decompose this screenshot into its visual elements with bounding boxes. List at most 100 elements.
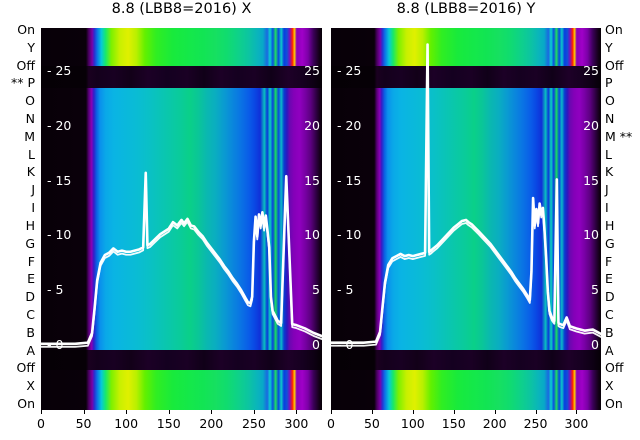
category-label-left-g-12: G <box>25 235 35 251</box>
spectrogram-panel-x[interactable]: - 0 0 - 5 5 - 10 10 - 15 15 - 20 20 - 25 25 <box>41 28 322 410</box>
x-tick-label-250: 250 <box>241 416 266 431</box>
category-label-left-c-16: C <box>26 306 35 322</box>
heat-strip-main-y <box>331 88 601 350</box>
heat-gap-lower-x <box>41 350 322 370</box>
x-tick-mark-0 <box>41 410 42 414</box>
x-tick-mark-300 <box>296 410 298 414</box>
y-tick-right-15: 15 <box>304 172 320 188</box>
y-tick-left-25: - 25 <box>337 63 362 78</box>
category-label-right-off-2: Off <box>605 57 624 73</box>
y-tick-left-20: - 20 <box>47 117 72 133</box>
heat-strip-bottom-x <box>41 370 322 410</box>
category-label-right-off-19: Off <box>605 360 624 376</box>
category-label-left-b-17: B <box>26 324 35 340</box>
y-tick-left-10: - 10 <box>337 227 362 243</box>
category-label-right-b-17: B <box>605 324 614 340</box>
x-tick-label-150: 150 <box>441 416 466 431</box>
category-label-left-off-2: Off <box>16 57 35 73</box>
category-label-right-d-15: D <box>605 289 615 305</box>
category-label-right-j-9: J <box>605 182 609 198</box>
category-label-right-h-11: H <box>605 217 615 233</box>
category-label-left-i-10: I <box>31 200 35 216</box>
heat-gap-upper-y <box>331 66 601 88</box>
y-tick-right-15: 15 <box>583 172 599 188</box>
y-tick-left-10: - 10 <box>47 227 72 243</box>
y-tick-left-5: - 5 <box>337 282 354 298</box>
category-label-left-f-13: F <box>27 253 35 269</box>
x-tick-mark-250 <box>253 410 255 414</box>
station-category-axis-left: On Y Off ** P O N M L K J I H G F E D C B A Off X On <box>0 0 38 440</box>
category-label-left-d-15: D <box>25 289 35 305</box>
x-tick-label-150: 150 <box>156 416 181 431</box>
x-tick-mark-100 <box>126 410 128 414</box>
x-tick-mark-150 <box>453 410 455 414</box>
x-tick-mark-50 <box>371 410 373 414</box>
category-label-left-e-14: E <box>27 271 35 287</box>
category-label-right-n-5: N <box>605 111 615 127</box>
x-tick-label-50: 50 <box>75 416 92 431</box>
heat-strip-top-y <box>331 28 601 66</box>
category-label-left-p-3: ** P <box>10 75 35 91</box>
category-label-right-l-7: L <box>605 146 612 162</box>
x-tick-mark-100 <box>412 410 414 414</box>
panel-title-left: 8.8 (LBB8=2016) X <box>111 1 252 17</box>
category-label-left-on-21: On <box>17 396 35 411</box>
category-label-right-k-8: K <box>605 164 614 180</box>
category-label-left-h-11: H <box>25 217 35 233</box>
category-label-left-x-20: X <box>26 378 35 394</box>
category-label-left-n-5: N <box>25 111 35 127</box>
x-tick-mark-50 <box>83 410 85 414</box>
y-tick-right-0: 0 <box>312 337 320 352</box>
category-label-right-c-16: C <box>605 306 614 322</box>
y-tick-right-25: 25 <box>583 63 599 78</box>
category-label-left-on-0: On <box>17 22 35 37</box>
category-label-right-on-21: On <box>605 396 623 411</box>
category-label-right-a-18: A <box>605 342 614 358</box>
y-tick-left-5: - 5 <box>47 282 64 298</box>
x-tick-label-300: 300 <box>284 416 309 431</box>
y-tick-right-0: 0 <box>591 337 599 352</box>
y-tick-left-15: - 15 <box>337 172 362 188</box>
category-label-right-f-13: F <box>605 253 613 269</box>
category-label-left-j-9: J <box>31 182 35 198</box>
y-tick-right-10: 10 <box>304 227 320 243</box>
category-label-right-on-0: On <box>605 22 623 37</box>
category-label-left-k-8: K <box>26 164 35 180</box>
x-tick-label-300: 300 <box>564 416 589 431</box>
x-tick-label-100: 100 <box>114 416 139 431</box>
y-tick-right-5: 5 <box>591 282 599 298</box>
y-tick-right-10: 10 <box>583 227 599 243</box>
category-label-left-o-4: O <box>25 93 35 109</box>
category-label-left-l-7: L <box>28 146 35 162</box>
category-label-right-p-3: P <box>605 75 613 91</box>
x-tick-mark-0 <box>331 410 332 414</box>
heat-strip-bottom-y <box>331 370 601 410</box>
y-tick-left-25: - 25 <box>47 63 72 78</box>
category-label-right-g-12: G <box>605 235 615 251</box>
x-tick-label-200: 200 <box>482 416 507 431</box>
y-tick-left-15: - 15 <box>47 172 72 188</box>
x-tick-mark-200 <box>494 410 496 414</box>
heat-gap-upper-x <box>41 66 322 88</box>
heat-strip-top-x <box>41 28 322 66</box>
x-tick-label-100: 100 <box>400 416 425 431</box>
x-tick-label-250: 250 <box>523 416 548 431</box>
spectrogram-panel-y[interactable]: - 0 0 - 5 5 - 10 10 - 15 15 - 20 20 - 25 25 <box>331 28 601 410</box>
category-label-right-e-14: E <box>605 271 613 287</box>
panel-title-right: 8.8 (LBB8=2016) Y <box>396 1 536 17</box>
category-label-right-x-20: X <box>605 378 614 394</box>
y-tick-left-20: - 20 <box>337 117 362 133</box>
x-tick-mark-250 <box>535 410 537 414</box>
x-tick-label-0: 0 <box>37 416 45 431</box>
y-tick-right-20: 20 <box>304 117 320 133</box>
category-label-right-o-4: O <box>605 93 615 109</box>
y-tick-left-0: - 0 <box>47 337 64 352</box>
y-tick-right-20: 20 <box>583 117 599 133</box>
x-tick-mark-150 <box>168 410 170 414</box>
station-category-axis-right: On Y Off P O N M ** L K J I H G F E D C B A Off X On <box>604 0 640 440</box>
x-tick-label-200: 200 <box>199 416 224 431</box>
category-label-left-a-18: A <box>26 342 35 358</box>
category-label-left-m-6: M <box>24 128 35 144</box>
y-tick-right-5: 5 <box>312 282 320 298</box>
